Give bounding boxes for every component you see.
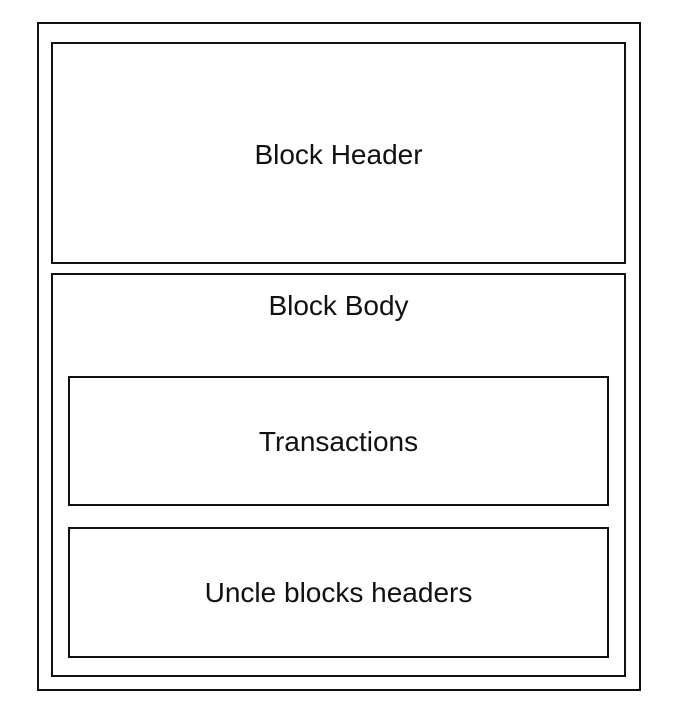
transactions-label: Transactions (258, 426, 419, 457)
uncle-headers-label: Uncle blocks headers (204, 577, 473, 608)
block-body-label: Block Body (268, 290, 409, 321)
block-header-box: Block Header (51, 42, 626, 264)
block-header-label: Block Header (254, 139, 423, 170)
transactions-box: Transactions (68, 376, 609, 506)
uncle-headers-box: Uncle blocks headers (68, 527, 609, 658)
